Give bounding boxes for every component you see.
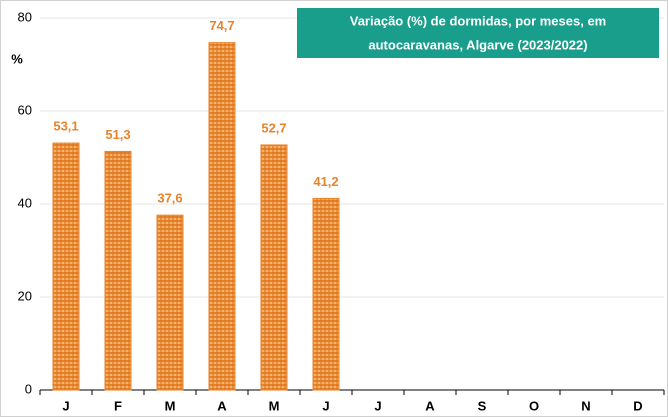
value-label: 51,3 — [105, 127, 130, 142]
value-label: 37,6 — [157, 191, 182, 206]
y-tick-label: 80 — [18, 9, 32, 24]
bar — [312, 197, 340, 391]
x-tick-label: M — [269, 398, 280, 413]
x-tick-label: J — [322, 398, 329, 413]
y-tick-label: 0 — [25, 381, 32, 396]
x-tick-label: N — [581, 398, 590, 413]
value-label: 53,1 — [53, 119, 78, 134]
x-tick-label: A — [425, 398, 435, 413]
x-tick-label: J — [374, 398, 381, 413]
title-box — [297, 8, 659, 58]
bar — [260, 144, 288, 391]
y-tick-label: 40 — [18, 195, 32, 210]
x-tick-label: O — [529, 398, 539, 413]
value-label: 52,7 — [261, 120, 286, 135]
x-tick-label: M — [165, 398, 176, 413]
y-tick-label: 60 — [18, 102, 32, 117]
chart-title: Variação (%) de dormidas, por meses, em — [350, 13, 607, 28]
value-label: 41,2 — [313, 174, 338, 189]
y-axis-label: % — [11, 51, 23, 66]
bar — [52, 142, 80, 391]
y-tick-label: 20 — [18, 288, 32, 303]
bar — [156, 214, 184, 391]
x-tick-label: S — [478, 398, 487, 413]
value-label: 74,7 — [209, 18, 234, 33]
x-tick-label: F — [114, 398, 122, 413]
bar — [104, 150, 132, 391]
bar — [208, 42, 236, 391]
x-tick-label: D — [633, 398, 642, 413]
x-tick-label: J — [62, 398, 69, 413]
x-tick-label: A — [217, 398, 227, 413]
chart-title: autocaravanas, Algarve (2023/2022) — [368, 37, 587, 52]
